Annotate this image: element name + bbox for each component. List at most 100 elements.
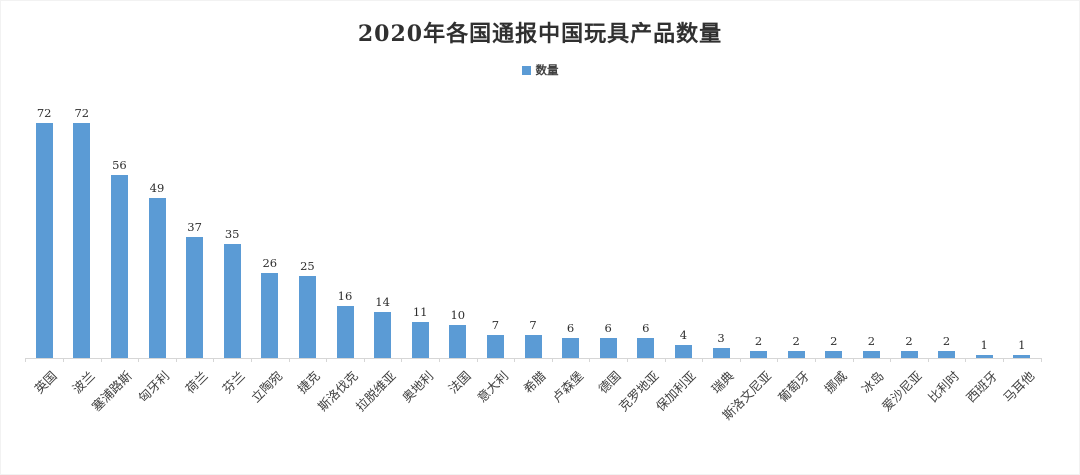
bar [900,351,918,358]
x-axis-category-label: 爱沙尼亚 [878,368,925,415]
x-axis-category-label: 斯洛伐克 [314,368,361,415]
bar [637,338,655,358]
x-axis-tick [627,358,628,362]
bar-value-label: 35 [224,227,240,241]
bar-value-label: 25 [300,259,315,273]
bar [524,335,542,358]
x-axis-category-label: 挪威 [821,368,850,397]
x-axis-line [25,358,1041,359]
x-axis-tick [589,358,591,362]
x-axis-category-label: 瑞典 [708,368,737,397]
x-axis-tick [890,358,892,362]
bar-value-label: 6 [604,321,612,335]
x-axis-tick [1003,358,1004,362]
bar-value-label: 2 [867,334,876,348]
x-axis-tick [476,358,478,362]
x-axis-category-label: 拉脱维亚 [352,368,399,415]
bar [1013,355,1031,358]
bar-value-label: 1 [980,338,988,352]
x-axis-tick [739,358,741,362]
bar [261,273,279,358]
x-axis-category-label: 匈牙利 [135,368,173,406]
x-axis-tick [1040,358,1042,362]
x-axis-category-label: 法国 [445,368,474,397]
bar-value-label: 6 [642,321,650,335]
x-axis-tick [514,358,516,362]
bar [35,123,53,358]
x-axis-tick [551,358,553,362]
legend-marker-icon [521,65,531,75]
bar [562,338,580,358]
bar-value-label: 10 [450,308,466,322]
bar-value-label: 16 [337,289,353,303]
x-axis-tick [702,358,704,362]
bar-value-label: 7 [491,318,500,332]
bar-value-label: 7 [529,318,537,332]
x-axis-tick [326,358,328,362]
x-axis-category-label: 卢森堡 [549,368,587,406]
bar-value-label: 26 [262,256,278,270]
bar [674,345,692,358]
bar [298,276,316,358]
x-axis-tick [815,358,816,362]
bar-value-label: 72 [36,106,52,120]
bar [449,325,467,358]
bar [825,351,843,358]
x-axis-category-label: 芬兰 [219,368,248,397]
x-axis-tick [439,358,440,362]
bar [975,355,993,358]
bar [148,198,166,358]
bar [862,351,880,358]
bar [73,123,91,358]
bar [486,335,504,358]
bar-value-label: 2 [754,334,763,348]
chart-title: 2020年各国通报中国玩具产品数量 [357,21,723,47]
bar [186,237,204,358]
x-axis-tick [288,358,290,362]
x-axis-tick [927,358,929,362]
x-axis-tick [664,358,666,362]
bar [599,338,617,358]
bar-value-label: 72 [74,106,90,120]
x-axis-category-label: 捷克 [294,368,324,397]
x-axis-category-label: 奥地利 [398,368,436,406]
x-axis-category-label: 意大利 [473,368,512,406]
x-axis-tick [138,358,140,362]
x-axis-tick [175,358,177,362]
bar-value-label: 11 [412,305,428,319]
x-axis-category-label: 希腊 [520,368,549,397]
x-axis-category-label: 英国 [31,368,60,397]
x-axis-category-label: 塞浦路斯 [89,368,136,415]
bar-value-label: 4 [679,328,688,342]
x-axis-category-label: 波兰 [69,368,98,397]
x-axis-category-label: 保加利亚 [653,368,700,415]
x-axis-tick [401,358,403,362]
bar [110,175,128,358]
x-axis-tick [965,358,967,362]
x-axis-category-label: 马耳他 [1000,368,1038,406]
bar-value-label: 56 [112,158,127,172]
x-axis-tick [852,358,854,362]
bar [374,312,392,358]
bar-value-label: 3 [717,331,725,345]
x-axis-category-label: 比利时 [925,368,963,406]
x-axis-tick [100,358,102,362]
x-axis-tick [251,358,252,362]
x-axis-category-label: 德国 [595,368,624,397]
x-axis-tick [777,358,779,362]
bar-value-label: 14 [375,295,390,309]
bar [712,348,730,358]
x-axis-tick [63,358,64,362]
bar [411,322,429,358]
x-axis-category-label: 葡萄牙 [774,368,812,406]
x-axis-tick [363,358,365,362]
bar-value-label: 2 [830,334,838,348]
bar [938,351,956,358]
bar-value-label: 2 [942,334,951,348]
bar [750,351,768,358]
x-axis-category-label: 克罗地亚 [615,368,662,415]
x-axis-category-label: 立陶宛 [248,368,286,406]
bar-value-label: 1 [1018,338,1026,352]
legend-label: 数量 [535,63,559,77]
